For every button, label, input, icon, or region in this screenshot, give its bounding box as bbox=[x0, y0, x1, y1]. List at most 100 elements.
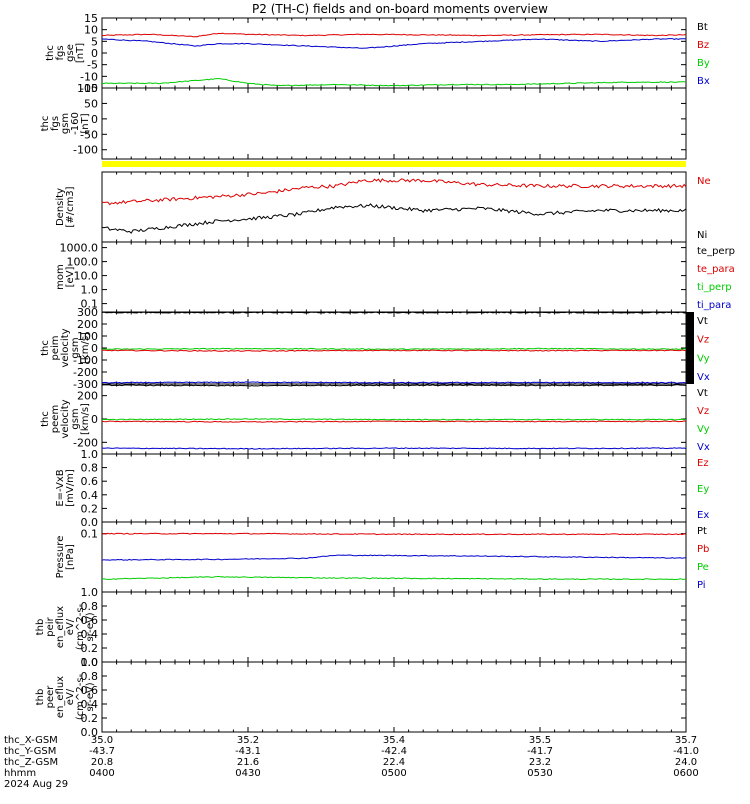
y-axis-label: (cm^2-s- bbox=[75, 673, 86, 720]
y-axis-label: thc bbox=[45, 45, 56, 61]
y-tick-label: 0.6 bbox=[81, 684, 99, 697]
y-tick-label: 1.0 bbox=[81, 656, 99, 669]
legend-Vz: Vz bbox=[697, 335, 709, 346]
y-axis-label: en_eflux bbox=[55, 606, 66, 648]
legend-Vy: Vy bbox=[697, 424, 710, 435]
y-axis-label: en_eflux bbox=[55, 676, 66, 718]
series-Vx bbox=[101, 381, 687, 384]
y-axis-label: gsm bbox=[70, 337, 81, 358]
y-axis-label: [km/s] bbox=[80, 403, 91, 435]
series-Vy bbox=[101, 418, 687, 421]
legend-ti_para: ti_para bbox=[697, 300, 731, 311]
y-tick-label: 1000.0 bbox=[60, 242, 99, 255]
y-axis-label: thb bbox=[35, 689, 46, 706]
series-Vt bbox=[101, 311, 686, 314]
xaxis-row-label: thc_Y-GSM bbox=[4, 746, 56, 757]
chart-title: P2 (TH-C) fields and on-board moments ov… bbox=[252, 2, 548, 16]
series-Vx bbox=[101, 447, 687, 450]
y-tick-label: 5 bbox=[91, 35, 98, 48]
y-axis-label: gsm bbox=[70, 408, 81, 429]
y-axis-label: peir bbox=[45, 616, 56, 636]
y-tick-label: 15 bbox=[84, 12, 98, 25]
xaxis-tick-label: 20.8 bbox=[91, 757, 113, 768]
y-tick-label: 0.8 bbox=[81, 670, 99, 683]
xaxis-tick-label: -41.0 bbox=[673, 746, 699, 757]
y-tick-label: 100 bbox=[77, 330, 98, 343]
legend-Ni: Ni bbox=[697, 230, 707, 241]
legend-Vz: Vz bbox=[697, 406, 709, 417]
y-axis-label: thc bbox=[40, 116, 51, 132]
xaxis-tick-label: 0500 bbox=[381, 768, 406, 779]
panel-frame bbox=[101, 661, 687, 733]
y-axis-label: gsm bbox=[60, 113, 71, 134]
legend-Vx: Vx bbox=[697, 442, 710, 453]
y-tick-label: 0.8 bbox=[81, 600, 99, 613]
y-axis-label: velocity bbox=[60, 328, 71, 367]
xaxis-tick-label: -42.4 bbox=[381, 746, 407, 757]
y-tick-label: 1.0 bbox=[81, 448, 99, 461]
panel-density: Density [#/cm3] Ne Ni bbox=[55, 171, 711, 243]
y-tick-label: 0 bbox=[91, 113, 98, 126]
y-tick-label: 0.0 bbox=[81, 516, 99, 529]
y-tick-label: 100 bbox=[77, 82, 98, 95]
y-axis-label: peer bbox=[45, 685, 56, 709]
y-axis-label: (cm^2-s- bbox=[75, 603, 86, 650]
y-tick-label: 0 bbox=[91, 413, 98, 426]
legend-Ey: Ey bbox=[697, 484, 709, 495]
xaxis-tick-label: 0530 bbox=[527, 768, 552, 779]
series-By bbox=[102, 78, 687, 87]
panel-pressure: 0.1 Pressure [nPa] Pt Pb Pe Pi bbox=[55, 521, 709, 593]
y-tick-label: 50 bbox=[84, 97, 98, 110]
edge-fill bbox=[686, 312, 694, 384]
y-tick-label: -15 bbox=[80, 82, 98, 95]
y-axis-label: thc bbox=[40, 340, 51, 356]
y-tick-label: -300 bbox=[73, 378, 98, 391]
y-tick-label: 0.0 bbox=[81, 726, 99, 739]
panel-frame bbox=[101, 241, 687, 313]
y-tick-label: 0 bbox=[91, 47, 98, 60]
y-tick-label: 0.8 bbox=[81, 462, 99, 475]
panel-fgs-gsm: 100 50 0 -50 -100 thc fgs gsm -160 [nT] bbox=[40, 82, 687, 160]
y-tick-label: 200 bbox=[77, 318, 98, 331]
series-Bx bbox=[101, 38, 687, 49]
series-Pi bbox=[101, 554, 687, 561]
legend-Pt: Pt bbox=[697, 526, 707, 537]
legend-Pi: Pi bbox=[697, 580, 706, 591]
xaxis-tick-label: -43.1 bbox=[235, 746, 261, 757]
y-tick-label: -5 bbox=[87, 59, 98, 72]
xaxis-tick-label: 22.4 bbox=[383, 757, 405, 768]
y-tick-label: 0.2 bbox=[81, 712, 99, 725]
legend-te_perp: te_perp bbox=[697, 246, 735, 257]
panel-frame bbox=[101, 17, 687, 89]
xaxis-tick-label: 24.0 bbox=[675, 757, 697, 768]
legend-Ex: Ex bbox=[697, 510, 709, 521]
xaxis-row-label: thc_X-GSM bbox=[4, 735, 58, 746]
xaxis-row-label: 2024 Aug 29 bbox=[4, 779, 68, 790]
panel-peem-velocity: 200 0 -200 thc peem velocity gsm [km/s] Vt Vz Vy Vx bbox=[40, 383, 710, 455]
xaxis-tick-label: 35.2 bbox=[237, 735, 259, 746]
xaxis-tick-label: 21.6 bbox=[237, 757, 259, 768]
y-axis-label: E=-VxB bbox=[55, 469, 66, 506]
y-axis-label: [nT] bbox=[80, 113, 91, 133]
legend-Vt: Vt bbox=[697, 316, 708, 327]
y-tick-label: 0.6 bbox=[81, 614, 99, 627]
y-tick-label: 1.0 bbox=[81, 284, 99, 297]
legend-Bz: Bz bbox=[697, 40, 709, 51]
y-tick-label: -200 bbox=[73, 366, 98, 379]
y-axis-label: eV/ bbox=[65, 688, 76, 705]
y-axis-label: sr-eV) bbox=[85, 612, 96, 641]
legend-Bx: Bx bbox=[697, 76, 710, 87]
y-axis-label: [km/s] bbox=[80, 332, 91, 364]
legend-Pb: Pb bbox=[697, 544, 709, 555]
y-tick-label: 200 bbox=[77, 390, 98, 403]
y-tick-label: 100.0 bbox=[67, 256, 99, 269]
y-axis-label: [#/cm3] bbox=[65, 186, 76, 227]
y-axis-label: thb bbox=[35, 619, 46, 636]
panel-frame bbox=[101, 591, 687, 663]
y-tick-label: 0 bbox=[91, 342, 98, 355]
